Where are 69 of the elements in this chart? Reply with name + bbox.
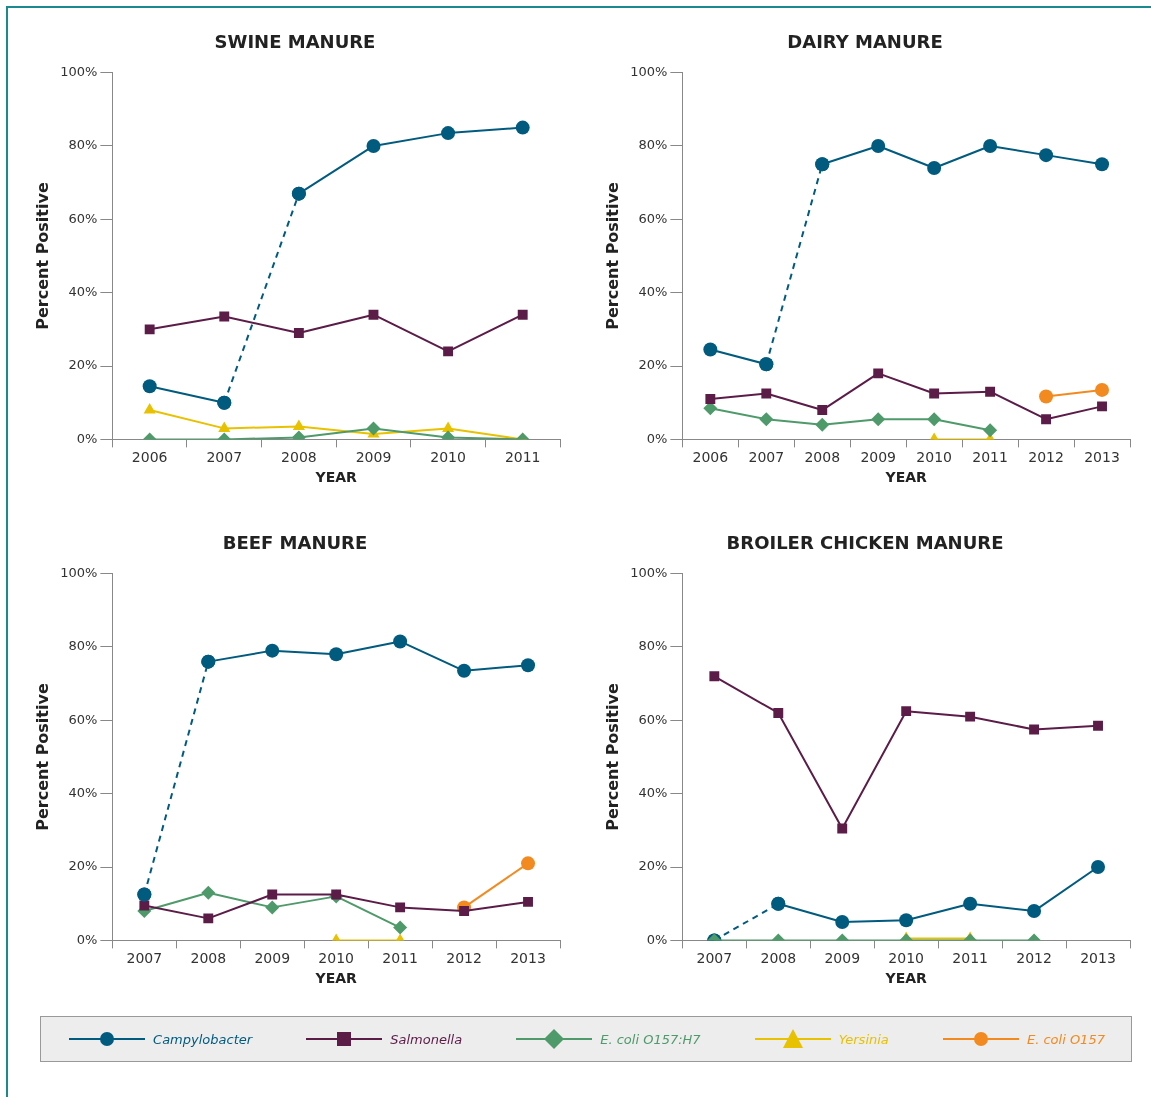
y-tick-label: 20%	[638, 858, 668, 874]
y-tick-label: 100%	[60, 564, 98, 580]
y-tick-label: 60%	[68, 711, 98, 727]
y-axis-title: Percent Positive	[32, 182, 52, 330]
x-tick-label: 2010	[430, 449, 466, 466]
x-tick-label: 2008	[760, 950, 797, 967]
y-tick-label: 40%	[68, 284, 98, 300]
y-axis-title: Percent Positive	[602, 182, 622, 330]
y-axis-title: Percent Positive	[32, 683, 52, 831]
text: E. coli O157	[1026, 1031, 1105, 1047]
x-tick-label: 2007	[748, 449, 785, 466]
y-tick-label: 0%	[646, 430, 668, 446]
text: Salmonella	[390, 1031, 463, 1047]
x-tick-label: 2009	[355, 449, 392, 466]
x-tick-label: 2012	[1016, 950, 1052, 967]
y-tick-label: 40%	[638, 785, 668, 801]
x-tick-label: 2007	[206, 449, 243, 466]
x-tick-label: 2011	[504, 449, 541, 466]
y-tick-label: 0%	[76, 430, 98, 446]
x-tick-label: 2008	[281, 449, 317, 466]
chart-title: BROILER CHICKEN MANURE	[726, 532, 1004, 554]
text: E. coli O157:H7	[600, 1031, 701, 1047]
x-tick-label: 2010	[916, 449, 952, 466]
y-tick-label: 60%	[638, 711, 668, 727]
y-tick-label: 100%	[630, 564, 668, 580]
x-tick-label: 2009	[860, 449, 897, 466]
x-tick-label: 2007	[696, 950, 733, 967]
chart-title: SWINE MANURE	[214, 31, 376, 53]
x-tick-label: 2007	[126, 950, 163, 967]
y-tick-label: 20%	[68, 357, 98, 373]
y-tick-label: 80%	[68, 638, 98, 654]
x-tick-label: 2008	[804, 449, 841, 466]
y-axis-title: Percent Positive	[602, 683, 622, 831]
chart-title: BEEF MANURE	[222, 532, 368, 554]
x-tick-label: 2012	[1028, 449, 1064, 466]
y-tick-label: 20%	[68, 858, 98, 874]
x-tick-label: 2011	[382, 950, 418, 967]
x-tick-label: 2009	[254, 950, 291, 967]
y-tick-label: 60%	[638, 210, 668, 226]
y-tick-label: 80%	[68, 137, 98, 153]
y-tick-label: 80%	[638, 137, 668, 153]
y-tick-label: 100%	[630, 63, 668, 79]
y-tick-label: 40%	[68, 785, 98, 801]
x-tick-label: 2012	[446, 950, 482, 967]
text: Campylobacter	[153, 1031, 253, 1047]
y-tick-label: 80%	[638, 638, 668, 654]
x-tick-label: 2013	[1080, 950, 1116, 967]
x-tick-label: 2010	[318, 950, 354, 967]
y-tick-label: 20%	[638, 357, 668, 373]
x-tick-label: 2013	[510, 950, 546, 967]
x-tick-label: 2006	[692, 449, 729, 466]
x-tick-label: 2011	[972, 449, 1008, 466]
x-tick-label: 2009	[824, 950, 861, 967]
y-tick-label: 40%	[638, 284, 668, 300]
x-axis-title: YEAR	[314, 970, 358, 987]
x-tick-label: 2010	[888, 950, 924, 967]
y-tick-label: 0%	[76, 931, 98, 947]
text: Yersinia	[838, 1031, 889, 1047]
x-axis-title: YEAR	[884, 469, 928, 486]
x-tick-label: 2008	[190, 950, 227, 967]
x-axis-title: YEAR	[314, 469, 358, 486]
chart-title: DAIRY MANURE	[787, 31, 943, 53]
x-tick-label: 2011	[952, 950, 988, 967]
x-tick-label: 2013	[1084, 449, 1120, 466]
x-axis-title: YEAR	[884, 970, 928, 987]
x-tick-label: 2006	[131, 449, 168, 466]
y-tick-label: 0%	[646, 931, 668, 947]
y-tick-label: 60%	[68, 210, 98, 226]
y-tick-label: 100%	[60, 63, 98, 79]
